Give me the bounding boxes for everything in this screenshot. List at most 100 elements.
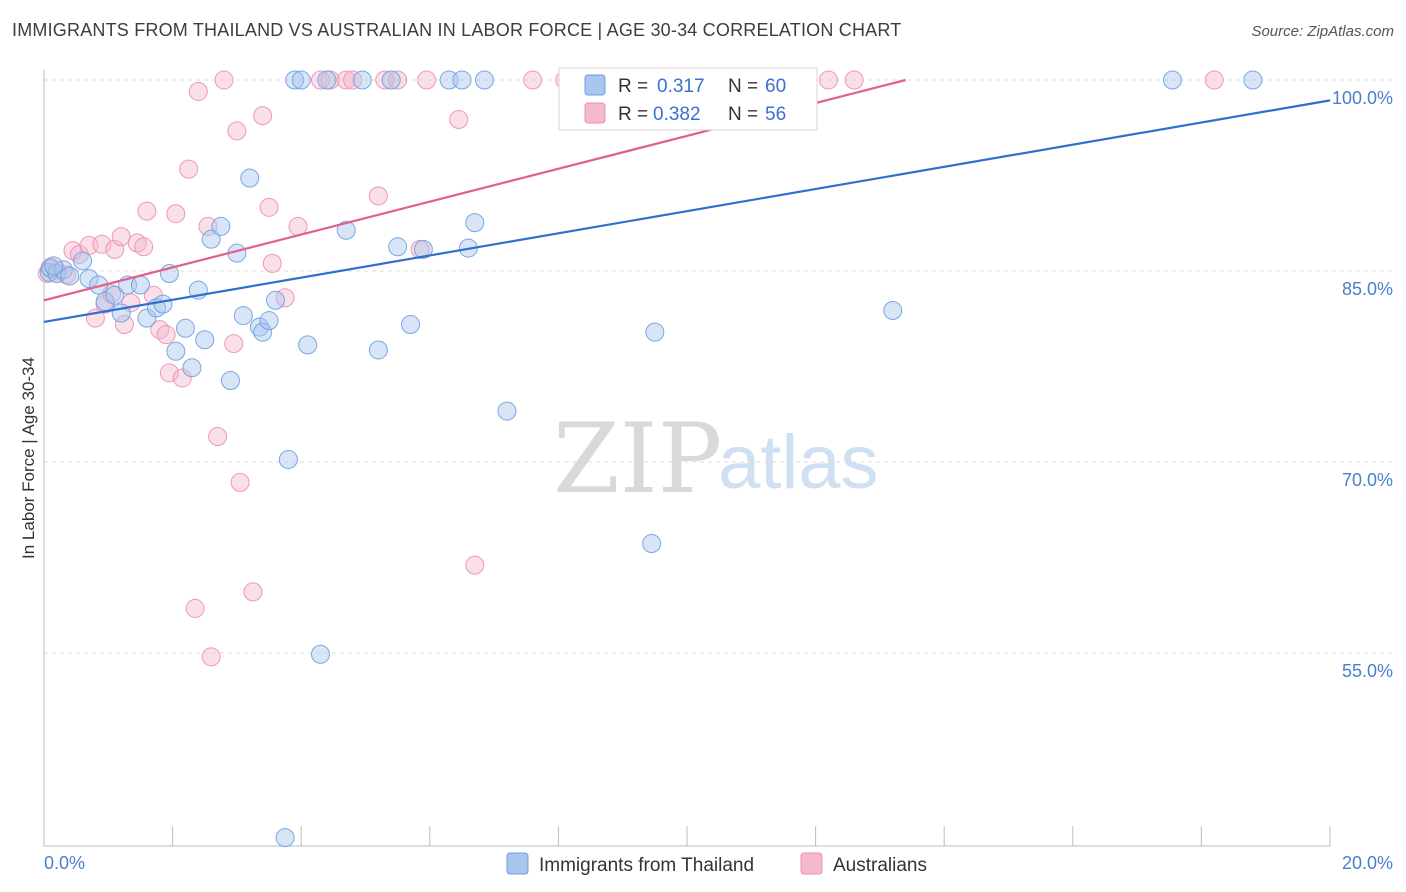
australians-point bbox=[179, 159, 199, 179]
thailand-point bbox=[310, 644, 330, 664]
australians-point bbox=[156, 325, 176, 345]
thailand-point bbox=[474, 70, 494, 90]
australians-points bbox=[37, 70, 1224, 667]
australians-point bbox=[208, 427, 228, 447]
thailand-point bbox=[73, 251, 93, 271]
thailand-point bbox=[1243, 70, 1263, 90]
australians-point bbox=[159, 363, 179, 383]
y-tick-label-70: 70.0% bbox=[1342, 470, 1393, 490]
australians-point bbox=[201, 647, 221, 667]
bottom-legend-label-australians: Australians bbox=[833, 855, 927, 876]
australians-point bbox=[465, 555, 485, 575]
thailand-point bbox=[253, 322, 273, 342]
thailand-point bbox=[166, 341, 186, 361]
australians-point bbox=[92, 234, 112, 254]
australians-point bbox=[166, 204, 186, 224]
australians-point bbox=[343, 70, 363, 90]
thailand-point bbox=[195, 330, 215, 350]
thailand-point bbox=[452, 70, 472, 90]
y-axis-title: In Labor Force | Age 30-34 bbox=[19, 357, 38, 559]
australians-point bbox=[185, 598, 205, 618]
thailand-point bbox=[275, 828, 295, 848]
correlation-legend: R = 0.317 N = 60 R = 0.382 N = 56 bbox=[558, 67, 818, 131]
thailand-point bbox=[465, 213, 485, 233]
australians-point bbox=[105, 239, 125, 259]
thailand-point bbox=[220, 371, 240, 391]
chart-title: IMMIGRANTS FROM THAILAND VS AUSTRALIAN I… bbox=[12, 20, 902, 40]
australians-point bbox=[417, 70, 437, 90]
series-legend: Immigrants from Thailand Australians bbox=[506, 852, 927, 876]
australians-point bbox=[243, 582, 263, 602]
thailand-point bbox=[211, 216, 231, 236]
legend-n-label-australians: N = bbox=[728, 104, 758, 125]
australians-point bbox=[188, 81, 208, 101]
y-tick-label-55: 55.0% bbox=[1342, 661, 1393, 681]
australians-point bbox=[259, 197, 279, 217]
y-tick-label-85: 85.0% bbox=[1342, 279, 1393, 299]
bottom-legend-label-thailand: Immigrants from Thailand bbox=[539, 855, 754, 876]
australians-point bbox=[214, 70, 234, 90]
thailand-point bbox=[44, 256, 64, 276]
watermark: ZIP atlas bbox=[553, 403, 879, 515]
thailand-point bbox=[278, 449, 298, 469]
australians-point bbox=[230, 472, 250, 492]
australians-point bbox=[1204, 70, 1224, 90]
thailand-point bbox=[368, 340, 388, 360]
x-tick-label-max: 20.0% bbox=[1342, 853, 1393, 873]
thailand-point bbox=[175, 318, 195, 338]
australians-point bbox=[449, 109, 469, 129]
y-tick-label-100: 100.0% bbox=[1332, 88, 1393, 108]
thailand-point bbox=[79, 269, 99, 289]
australians-point bbox=[172, 368, 192, 388]
australians-point bbox=[137, 201, 157, 221]
legend-n-value-australians: 56 bbox=[765, 104, 786, 125]
thailand-point bbox=[645, 322, 665, 342]
legend-swatch-australians bbox=[584, 102, 606, 124]
australians-point bbox=[253, 106, 273, 126]
thailand-point bbox=[249, 317, 269, 337]
australians-point bbox=[336, 70, 356, 90]
australians-point bbox=[368, 186, 388, 206]
thailand-point bbox=[137, 308, 157, 328]
australians-point bbox=[114, 314, 134, 334]
legend-r-label-australians: R = bbox=[618, 104, 648, 125]
thailand-point bbox=[201, 229, 221, 249]
bottom-legend-swatch-australians bbox=[800, 852, 823, 875]
y-axis-tick-labels: 100.0% 85.0% 70.0% 55.0% bbox=[1332, 88, 1393, 681]
thailand-point bbox=[336, 220, 356, 240]
source-label: Source: ZipAtlas.com bbox=[1251, 23, 1394, 40]
thailand-point bbox=[259, 311, 279, 331]
thailand-point bbox=[130, 275, 150, 295]
legend-r-label-thailand: R = bbox=[618, 76, 648, 97]
thailand-point bbox=[60, 266, 80, 286]
thailand-point bbox=[291, 70, 311, 90]
gridlines bbox=[44, 79, 1393, 654]
australians-point bbox=[310, 70, 330, 90]
x-tick-label-min: 0.0% bbox=[44, 853, 85, 873]
legend-r-value-australians: 0.382 bbox=[653, 104, 701, 125]
thailand-point bbox=[413, 239, 433, 259]
legend-n-value-thailand: 60 bbox=[765, 76, 786, 97]
australians-point bbox=[523, 70, 543, 90]
legend-swatch-thailand bbox=[584, 74, 606, 96]
thailand-point bbox=[497, 401, 517, 421]
x-axis-ticks bbox=[43, 826, 1331, 846]
legend-r-value-thailand: 0.317 bbox=[657, 76, 705, 97]
watermark-zip: ZIP bbox=[553, 403, 722, 515]
australians-point bbox=[844, 70, 864, 90]
thailand-point bbox=[883, 300, 903, 320]
australians-point bbox=[818, 70, 838, 90]
australians-point bbox=[111, 227, 131, 247]
thailand-point bbox=[381, 70, 401, 90]
thailand-point bbox=[265, 290, 285, 310]
australians-point bbox=[224, 334, 244, 354]
thailand-point bbox=[182, 358, 202, 378]
thailand-point bbox=[642, 533, 662, 553]
thailand-point bbox=[352, 70, 372, 90]
australians-point bbox=[388, 70, 408, 90]
thailand-point bbox=[1162, 70, 1182, 90]
thailand-point bbox=[233, 306, 253, 326]
legend-n-label-thailand: N = bbox=[728, 76, 758, 97]
thailand-point bbox=[105, 285, 125, 305]
